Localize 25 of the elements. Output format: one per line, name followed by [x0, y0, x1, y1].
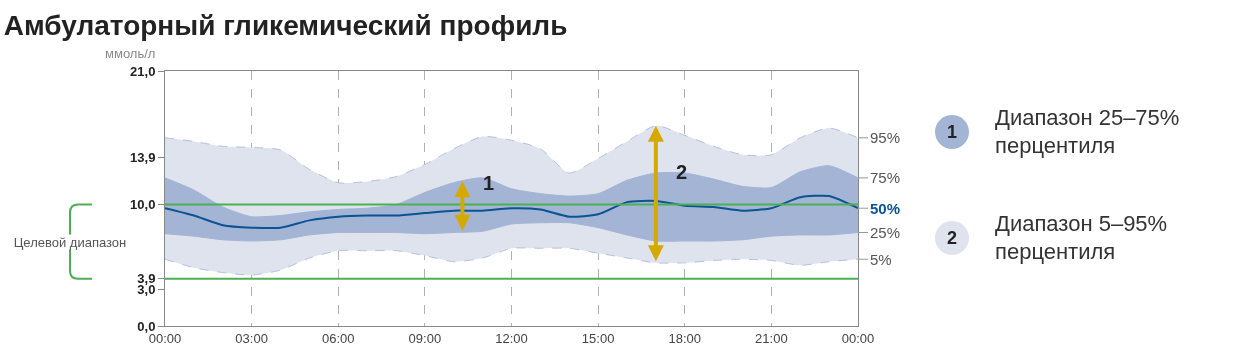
line-series: [165, 194, 858, 229]
series-label: 25%: [870, 224, 901, 241]
series-label: 5%: [870, 251, 892, 268]
x-tick-label: 15:00: [581, 330, 615, 346]
text: Целевой диапазон: [13, 234, 127, 250]
y-tick-label: 21,0: [130, 63, 156, 79]
text: Диапазон 25–75% перцентиля: [995, 104, 1181, 160]
y-tick-label: 10,0: [130, 197, 156, 213]
text: Диапазон 5–95% перцентиля: [995, 210, 1169, 266]
series-label: 50%: [870, 200, 901, 217]
annotation: 1: [483, 172, 495, 194]
annotation: 2: [676, 161, 688, 183]
x-tick-label: 00:00: [841, 330, 875, 346]
x-tick-label: 09:00: [408, 330, 442, 346]
y-axis-title: ммоль/л: [105, 46, 156, 61]
x-tick-label: 03:00: [235, 330, 268, 346]
y-tick-label: 13,9: [130, 149, 156, 165]
series-label: 75%: [870, 169, 901, 186]
x-tick-label: 06:00: [321, 330, 355, 346]
x-tick-label: 12:00: [495, 330, 528, 346]
line-series: [165, 247, 858, 276]
x-tick-label: 21:00: [755, 330, 788, 346]
chart-title: Амбулаторный гликемический профиль: [3, 9, 568, 41]
series-label: 95%: [870, 129, 901, 146]
x-tick-label: 18:00: [668, 330, 702, 346]
